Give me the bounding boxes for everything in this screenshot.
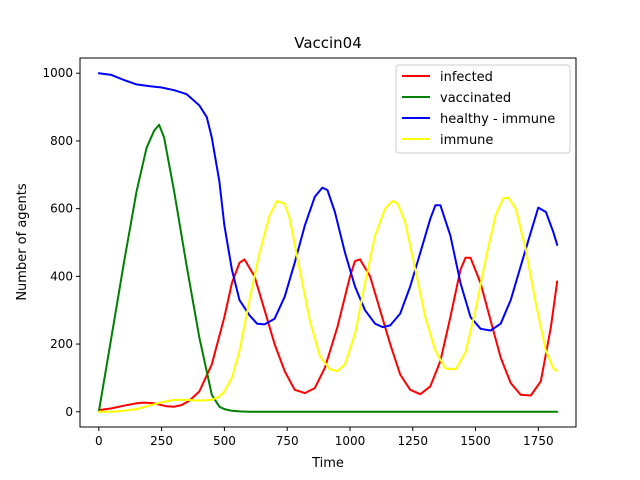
- x-axis-label: Time: [311, 456, 344, 471]
- x-tick-label: 1000: [335, 434, 366, 448]
- x-tick-label: 1250: [397, 434, 428, 448]
- y-tick-label: 0: [65, 405, 73, 419]
- x-tick-label: 1500: [460, 434, 491, 448]
- y-tick-label: 1000: [42, 66, 73, 80]
- y-tick-label: 800: [50, 134, 73, 148]
- x-tick-label: 0: [95, 434, 103, 448]
- series-line-healthy-immune: [97, 72, 559, 332]
- legend-label: immune: [440, 133, 493, 148]
- x-tick-label: 500: [213, 434, 236, 448]
- legend-label: vaccinated: [440, 91, 511, 106]
- y-axis-label: Number of agents: [15, 183, 30, 301]
- y-tick-label: 600: [50, 202, 73, 216]
- series-line-immune: [97, 196, 559, 413]
- legend-label: healthy - immune: [440, 112, 555, 127]
- plot-frame: [79, 57, 577, 428]
- plot-area: [97, 72, 559, 413]
- y-tick-label: 400: [50, 269, 73, 283]
- y-axis: 0 200 400 600 800 1000: [42, 66, 80, 419]
- x-axis: 0 250 500 750 1000 1250 1500 1750: [95, 427, 554, 448]
- series-line-vaccinated: [97, 123, 559, 413]
- y-tick-label: 200: [50, 337, 73, 351]
- legend-box: [395, 64, 571, 154]
- x-tick-label: 1750: [523, 434, 554, 448]
- legend: infected vaccinated healthy - immune immune: [395, 64, 571, 154]
- x-tick-label: 250: [150, 434, 173, 448]
- legend-label: infected: [440, 70, 493, 85]
- x-tick-label: 750: [276, 434, 299, 448]
- chart-title: Vaccin04: [294, 34, 362, 52]
